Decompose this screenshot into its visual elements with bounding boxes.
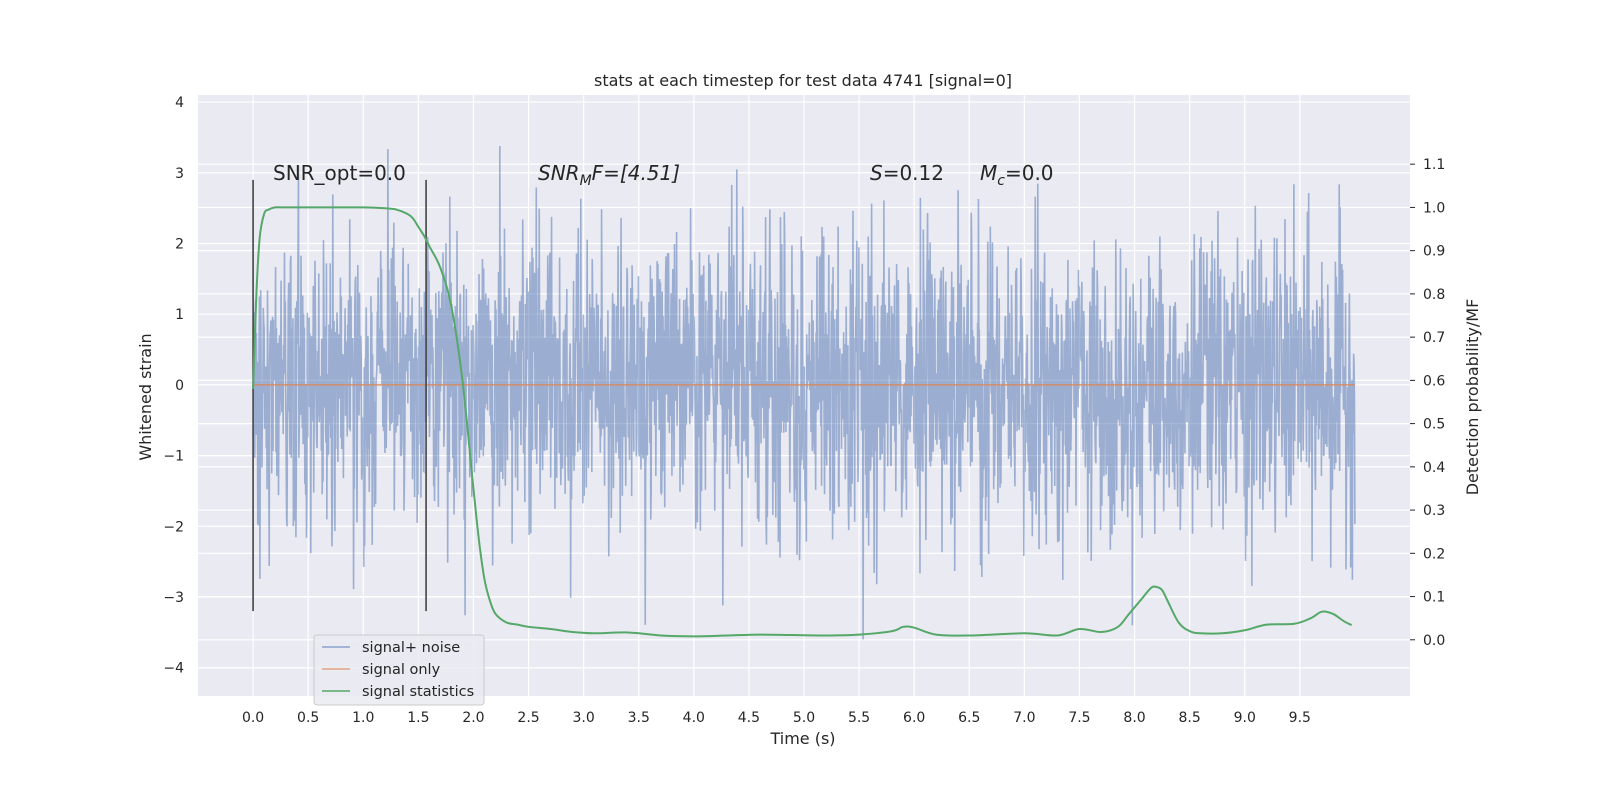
- y-right-tick-label: 0.9: [1423, 244, 1445, 260]
- x-tick-label: 2.5: [517, 710, 539, 726]
- annotation-s: S=0.12: [870, 161, 944, 185]
- x-tick-label: 1.0: [352, 710, 374, 726]
- y-right-tick-label: 0.8: [1423, 287, 1445, 303]
- legend-label-signal-statistics: signal statistics: [362, 684, 474, 700]
- annotation-mc: Mc=0.0: [980, 161, 1054, 189]
- y-axis-title: Whitened strain: [136, 333, 155, 460]
- y-right-axis-title: Detection probability/MF: [1463, 299, 1482, 496]
- x-tick-label: 7.5: [1068, 710, 1090, 726]
- y-tick-label: 3: [175, 166, 184, 182]
- x-tick-label: 4.5: [738, 710, 760, 726]
- y-tick-label: 1: [175, 307, 184, 323]
- y-right-tick-label: 0.1: [1423, 590, 1445, 606]
- y-right-tick-label: 0.4: [1423, 460, 1445, 476]
- x-tick-label: 8.0: [1123, 710, 1145, 726]
- y-right-axis-ticks: 0.0 0.1 0.2 0.3 0.4 0.5 0.6 0.7 0.8 0.9 1.0 1.1: [1410, 157, 1445, 649]
- y-right-tick-label: 0.2: [1423, 546, 1445, 562]
- x-tick-label: 0.0: [242, 710, 264, 726]
- x-axis-ticks: 0.0 0.5 1.0 1.5 2.0 2.5 3.0 3.5 4.0 4.5 5.0 5.5 6.0 6…: [242, 710, 1311, 726]
- vertical-markers: [252, 179, 427, 612]
- y-right-tick-label: 0.3: [1423, 503, 1445, 519]
- x-tick-label: 9.5: [1289, 710, 1311, 726]
- legend-label-signal-plus-noise: signal+ noise: [362, 640, 460, 656]
- y-right-tick-label: 1.1: [1423, 157, 1445, 173]
- series-signal-statistics: [252, 206, 1353, 638]
- x-tick-label: 3.5: [628, 710, 650, 726]
- y-right-tick-label: 0.0: [1423, 633, 1445, 649]
- y-tick-label: −2: [163, 519, 184, 535]
- legend-label-signal-only: signal only: [362, 662, 441, 678]
- x-tick-label: 5.5: [848, 710, 870, 726]
- x-tick-label: 6.5: [958, 710, 980, 726]
- y-axis-ticks: −4 −3 −2 −1 0 1 2 3 4: [163, 95, 184, 677]
- y-right-tick-label: 0.6: [1423, 373, 1445, 389]
- y-tick-label: 0: [175, 378, 184, 394]
- series-signal-plus-noise: [252, 146, 1356, 640]
- y-tick-label: −4: [163, 661, 184, 677]
- legend: signal+ noise signal only signal statist…: [313, 634, 485, 706]
- x-tick-label: 0.5: [297, 710, 319, 726]
- x-tick-label: 6.0: [903, 710, 925, 726]
- x-tick-label: 4.0: [683, 710, 705, 726]
- x-tick-label: 1.5: [407, 710, 429, 726]
- y-right-tick-label: 0.7: [1423, 330, 1445, 346]
- x-tick-label: 2.0: [462, 710, 484, 726]
- x-tick-label: 7.0: [1013, 710, 1035, 726]
- x-tick-label: 9.0: [1234, 710, 1256, 726]
- chart-title: stats at each timestep for test data 474…: [594, 71, 1012, 90]
- x-axis-title: Time (s): [769, 729, 835, 748]
- x-tick-label: 5.0: [793, 710, 815, 726]
- y-tick-label: 4: [175, 95, 184, 111]
- y-tick-label: 2: [175, 236, 184, 252]
- noise-trace: [252, 146, 1356, 640]
- x-tick-label: 3.0: [573, 710, 595, 726]
- signal-statistics-line: [252, 206, 1353, 638]
- y-right-tick-label: 1.0: [1423, 200, 1445, 216]
- y-right-tick-label: 0.5: [1423, 417, 1445, 433]
- annotation-snr-opt: SNR_opt=0.0: [273, 161, 406, 185]
- annotation-snr-mf: SNRMF=[4.51]: [538, 161, 680, 189]
- legend-box: [313, 634, 485, 706]
- y-tick-label: −3: [163, 590, 184, 606]
- x-tick-label: 8.5: [1179, 710, 1201, 726]
- y-tick-label: −1: [163, 449, 184, 465]
